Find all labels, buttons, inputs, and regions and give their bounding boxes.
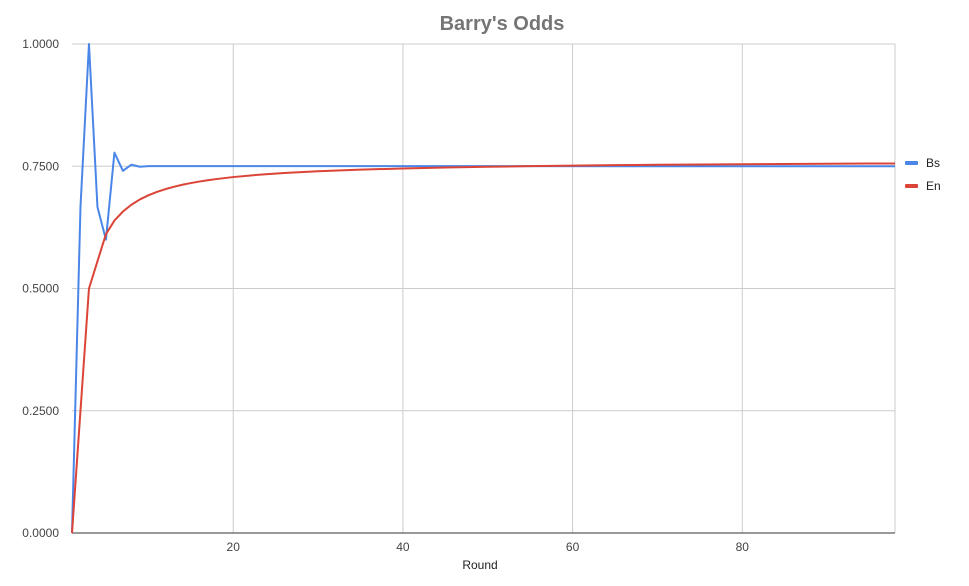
x-tick-label: 80 <box>736 540 750 554</box>
legend: Bs En <box>905 156 941 193</box>
x-axis-title: Round <box>462 558 497 572</box>
legend-swatch-bs <box>905 161 918 165</box>
x-axis-ticks: 20 40 60 80 <box>227 540 750 554</box>
series-line-bs <box>71 43 896 534</box>
y-tick-label: 0.2500 <box>22 404 59 418</box>
y-tick-label: 0.7500 <box>22 159 59 173</box>
legend-label-bs: Bs <box>926 156 940 170</box>
x-tick-label: 60 <box>566 540 580 554</box>
x-tick-label: 40 <box>396 540 410 554</box>
legend-swatch-en <box>905 184 918 188</box>
y-tick-label: 1.0000 <box>22 37 59 51</box>
chart-title: Barry's Odds <box>440 13 565 35</box>
series-line-en <box>71 162 896 534</box>
x-tick-label: 20 <box>227 540 241 554</box>
legend-label-en: En <box>926 179 941 193</box>
y-axis-ticks: 0.0000 0.2500 0.5000 0.7500 1.0000 <box>22 37 59 540</box>
series-lines <box>71 43 896 534</box>
y-tick-label: 0.5000 <box>22 282 59 296</box>
y-tick-label: 0.0000 <box>22 526 59 540</box>
gridlines <box>72 43 896 534</box>
